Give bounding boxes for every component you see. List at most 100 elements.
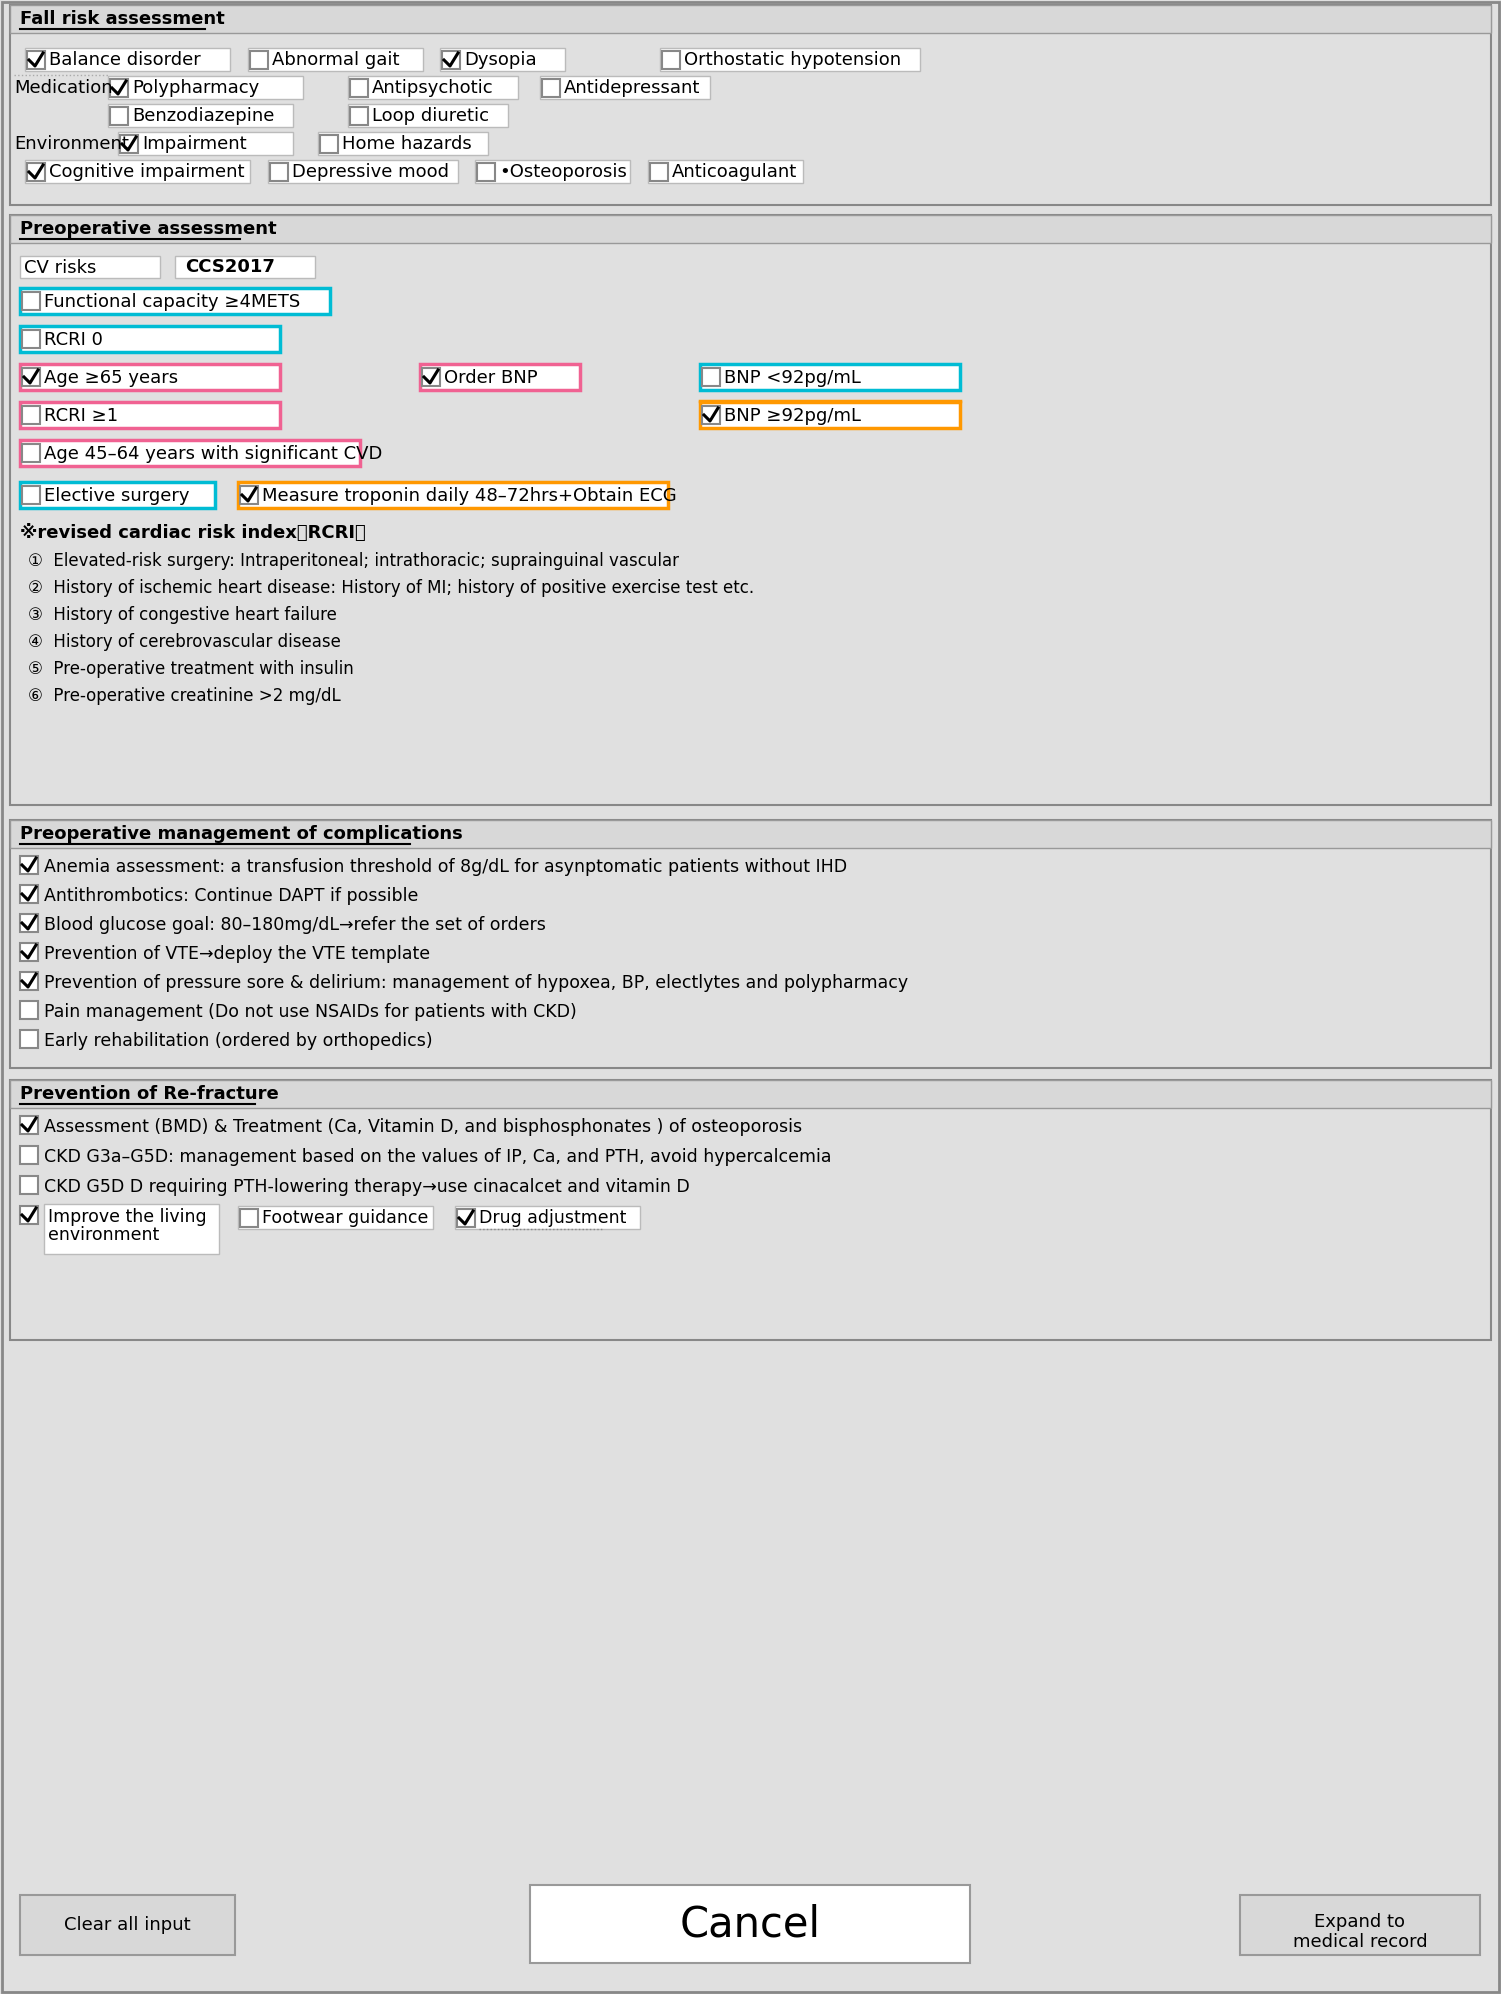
Bar <box>702 369 720 387</box>
Bar <box>20 943 38 961</box>
Bar <box>20 403 281 429</box>
Text: RCRI 0: RCRI 0 <box>44 331 104 349</box>
Bar <box>20 441 360 467</box>
Text: ※revised cardiac risk index（RCRI）: ※revised cardiac risk index（RCRI） <box>20 524 366 542</box>
Text: ②  History of ischemic heart disease: History of MI; history of positive exercis: ② History of ischemic heart disease: His… <box>29 578 754 596</box>
Text: Cancel: Cancel <box>680 1902 821 1944</box>
Bar <box>27 52 45 70</box>
Bar <box>110 108 128 126</box>
Bar <box>239 483 668 508</box>
Text: Antithrombotics: Continue DAPT if possible: Antithrombotics: Continue DAPT if possib… <box>44 887 419 905</box>
Bar <box>477 164 495 181</box>
Bar <box>20 1894 236 1954</box>
Text: Measure troponin daily 48–72hrs+Obtain ECG: Measure troponin daily 48–72hrs+Obtain E… <box>263 487 677 504</box>
Bar <box>350 80 368 98</box>
Text: CV risks: CV risks <box>24 259 96 277</box>
Bar <box>20 855 38 873</box>
Text: Anticoagulant: Anticoagulant <box>672 164 797 181</box>
Bar <box>23 329 41 349</box>
Text: Antidepressant: Antidepressant <box>564 80 701 98</box>
Bar <box>20 885 38 903</box>
Bar <box>441 52 459 70</box>
Text: ①  Elevated-risk surgery: Intraperitoneal; intrathoracic; suprainguinal vascular: ① Elevated-risk surgery: Intraperitoneal… <box>29 552 678 570</box>
Bar <box>348 76 518 100</box>
Bar <box>542 80 560 98</box>
Bar <box>119 132 293 156</box>
Bar <box>1240 1894 1480 1954</box>
Bar <box>20 1176 38 1194</box>
Bar <box>270 164 288 181</box>
Bar <box>702 407 720 425</box>
Bar <box>23 369 41 387</box>
Bar <box>320 136 338 154</box>
Bar <box>11 1081 1490 1340</box>
Text: CCS2017: CCS2017 <box>185 257 275 275</box>
Bar <box>20 325 281 353</box>
Bar <box>530 1884 970 1962</box>
Text: CKD G3a–G5D: management based on the values of IP, Ca, and PTH, avoid hypercalce: CKD G3a–G5D: management based on the val… <box>44 1149 832 1166</box>
Bar <box>11 215 1490 806</box>
Bar <box>20 255 161 277</box>
Text: Prevention of VTE→deploy the VTE template: Prevention of VTE→deploy the VTE templat… <box>44 945 431 963</box>
Bar <box>11 6 1490 34</box>
Text: Antipsychotic: Antipsychotic <box>372 80 494 98</box>
Bar <box>20 1031 38 1049</box>
Bar <box>23 407 41 425</box>
Bar <box>20 971 38 989</box>
Bar <box>240 487 258 504</box>
Text: Functional capacity ≥4METS: Functional capacity ≥4METS <box>44 293 300 311</box>
Text: BNP ≥92pg/mL: BNP ≥92pg/mL <box>723 407 862 425</box>
Bar <box>251 52 269 70</box>
Text: Assessment (BMD) & Treatment (Ca, Vitamin D, and bisphosphonates ) of osteoporos: Assessment (BMD) & Treatment (Ca, Vitami… <box>44 1119 802 1137</box>
Bar <box>120 136 138 154</box>
Bar <box>20 365 281 391</box>
Bar <box>420 365 579 391</box>
Bar <box>20 1001 38 1019</box>
Bar <box>248 48 423 72</box>
Text: Expand to: Expand to <box>1315 1912 1405 1930</box>
Text: Fall risk assessment: Fall risk assessment <box>20 10 225 28</box>
Text: ③  History of congestive heart failure: ③ History of congestive heart failure <box>29 606 336 624</box>
Text: Medication: Medication <box>14 80 113 98</box>
Text: Elective surgery: Elective surgery <box>44 487 189 504</box>
Text: Order BNP: Order BNP <box>444 369 537 387</box>
Text: Early rehabilitation (ordered by orthopedics): Early rehabilitation (ordered by orthope… <box>44 1033 432 1051</box>
Text: Age 45–64 years with significant CVD: Age 45–64 years with significant CVD <box>44 445 383 463</box>
Bar <box>350 108 368 126</box>
Bar <box>456 1208 474 1226</box>
Text: Dysopia: Dysopia <box>464 52 537 70</box>
Bar <box>23 487 41 504</box>
Text: Abnormal gait: Abnormal gait <box>272 52 399 70</box>
Text: Prevention of pressure sore & delirium: management of hypoxea, BP, electlytes an: Prevention of pressure sore & delirium: … <box>44 973 908 991</box>
Bar <box>540 76 710 100</box>
Text: Blood glucose goal: 80–180mg/dL→refer the set of orders: Blood glucose goal: 80–180mg/dL→refer th… <box>44 915 546 933</box>
Bar <box>26 48 230 72</box>
Bar <box>660 48 920 72</box>
Bar <box>176 255 315 277</box>
Bar <box>11 1081 1490 1109</box>
Text: Age ≥65 years: Age ≥65 years <box>44 369 179 387</box>
Text: Cognitive impairment: Cognitive impairment <box>50 164 245 181</box>
Bar <box>27 164 45 181</box>
Text: Orthostatic hypotension: Orthostatic hypotension <box>684 52 901 70</box>
Bar <box>20 1206 38 1224</box>
Text: •Osteoporosis: •Osteoporosis <box>498 164 627 181</box>
Bar <box>23 291 41 309</box>
Bar <box>422 369 440 387</box>
Bar <box>699 365 961 391</box>
Text: RCRI ≥1: RCRI ≥1 <box>44 407 119 425</box>
Text: Balance disorder: Balance disorder <box>50 52 201 70</box>
Bar <box>239 1206 432 1228</box>
Text: Environment: Environment <box>14 136 129 154</box>
Bar <box>110 80 128 98</box>
Text: Clear all input: Clear all input <box>63 1916 191 1934</box>
Text: Preoperative management of complications: Preoperative management of complications <box>20 826 462 843</box>
Text: Polypharmacy: Polypharmacy <box>132 80 260 98</box>
Text: Prevention of Re-fracture: Prevention of Re-fracture <box>20 1085 279 1103</box>
Text: CKD G5D D requiring PTH-lowering therapy→use cinacalcet and vitamin D: CKD G5D D requiring PTH-lowering therapy… <box>44 1178 690 1196</box>
Text: ④  History of cerebrovascular disease: ④ History of cerebrovascular disease <box>29 632 341 650</box>
Bar <box>20 1147 38 1164</box>
Bar <box>440 48 564 72</box>
Bar <box>348 104 507 128</box>
Bar <box>269 160 458 183</box>
